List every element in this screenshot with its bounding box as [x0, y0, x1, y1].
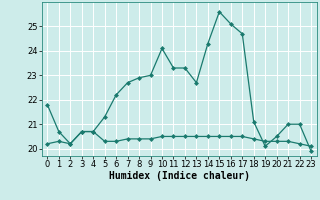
X-axis label: Humidex (Indice chaleur): Humidex (Indice chaleur) [109, 171, 250, 181]
